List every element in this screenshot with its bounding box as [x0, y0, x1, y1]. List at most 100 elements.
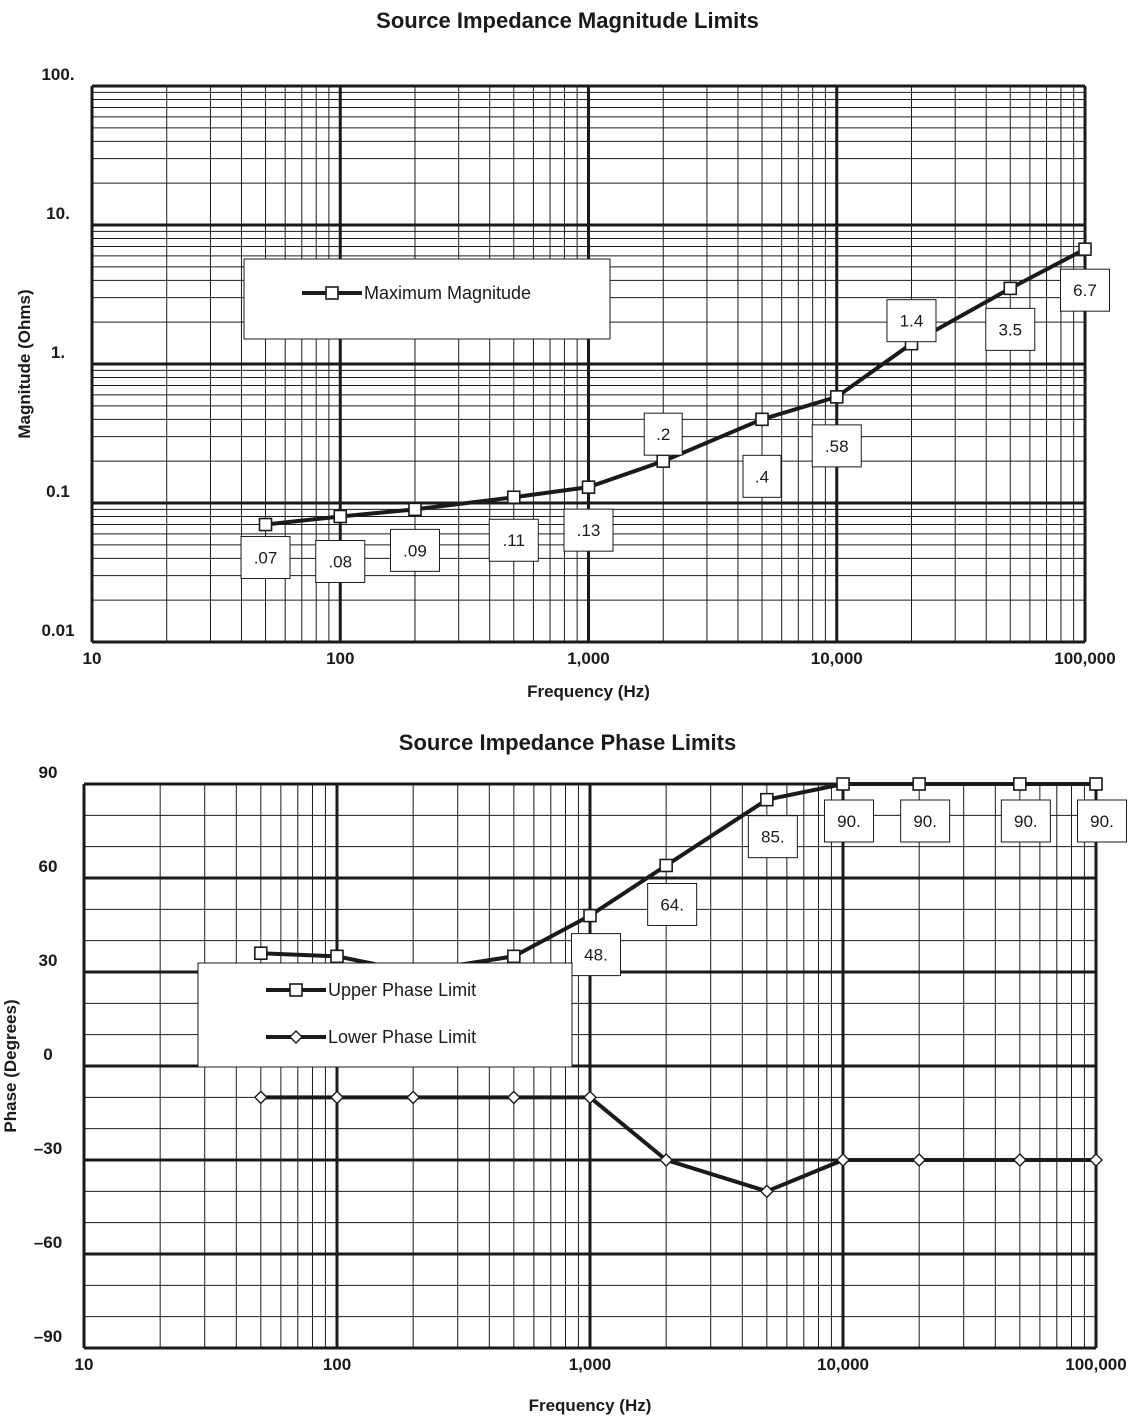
y-axis-title: Magnitude (Ohms) [15, 289, 34, 438]
legend-marker [325, 286, 339, 300]
y-tick-label: 30 [39, 951, 58, 970]
data-point [253, 1090, 268, 1105]
data-label-box [1060, 268, 1110, 312]
data-label-box [886, 299, 937, 343]
y-axis-title: Phase (Degrees) [1, 999, 20, 1132]
data-label-box [315, 539, 366, 583]
data-label: 90. [837, 812, 861, 831]
data-label-box [488, 518, 539, 562]
data-point [406, 1090, 421, 1105]
data-point [506, 490, 521, 505]
data-point [1078, 242, 1092, 256]
data-point [1013, 777, 1027, 791]
data-label-box [747, 815, 798, 859]
data-point [330, 1090, 344, 1105]
data-label-box [1000, 799, 1051, 843]
data-point [1089, 777, 1103, 791]
data-label-box [571, 933, 621, 977]
y-tick-label: 90 [39, 763, 58, 782]
legend-box [197, 962, 573, 1068]
data-label-box [389, 528, 440, 572]
data-label-box [240, 536, 291, 580]
data-label-box [1077, 799, 1127, 843]
data-label: 90. [1014, 812, 1038, 831]
series-line-1 [260, 1095, 1096, 1194]
data-point [330, 949, 344, 964]
y-tick-label: –30 [34, 1139, 62, 1158]
y-tick-label: 10. [46, 204, 70, 223]
legend-marker [289, 1030, 303, 1044]
legend-label: Upper Phase Limit [328, 980, 476, 1000]
phase-chart: 10 100 1,000 10,000 100,000 90 60 30 0 –30 –60 –90 F… [1, 763, 1127, 1415]
data-label: 90. [913, 812, 937, 831]
y-tick-label: 60 [39, 857, 58, 876]
legend-box [243, 258, 611, 340]
data-label-box [900, 799, 951, 843]
data-label-box [563, 508, 614, 552]
data-point [1012, 1153, 1027, 1167]
x-tick-label: 100,000 [1065, 1355, 1126, 1374]
data-label: 1.4 [900, 312, 924, 331]
data-point [829, 390, 844, 404]
y-tick-label: 0.1 [46, 482, 70, 501]
legend-label: Lower Phase Limit [328, 1027, 476, 1047]
data-point [581, 480, 596, 494]
data-label: .07 [254, 549, 278, 568]
x-tick-label: 1,000 [567, 649, 610, 668]
data-point [506, 1090, 521, 1105]
data-label-box [811, 424, 862, 468]
data-label: 64. [660, 895, 684, 914]
data-point [1003, 281, 1018, 296]
x-tick-label: 100 [323, 1355, 351, 1374]
y-tick-label: –60 [34, 1233, 62, 1252]
data-point [912, 1153, 927, 1167]
y-tick-label: –90 [34, 1327, 62, 1346]
x-tick-label: 10,000 [811, 649, 863, 668]
legend-marker [289, 983, 303, 997]
data-label: 90. [1090, 812, 1114, 831]
data-point [659, 858, 673, 873]
data-label-box [647, 882, 698, 926]
y-tick-label: 1. [51, 343, 65, 362]
x-tick-label: 100,000 [1054, 649, 1115, 668]
data-point [254, 946, 268, 960]
data-label: .2 [656, 425, 670, 444]
data-point [836, 777, 850, 791]
data-label: .09 [403, 541, 427, 560]
data-label-box [985, 307, 1036, 351]
data-label-box [643, 412, 683, 456]
data-point [656, 454, 671, 468]
data-label: .11 [503, 531, 525, 550]
data-label: .4 [755, 467, 769, 486]
data-label: 85. [761, 828, 785, 847]
data-point [759, 1184, 774, 1199]
data-point [659, 1153, 674, 1167]
data-point [507, 949, 521, 964]
data-label: 48. [584, 946, 608, 965]
x-tick-label: 10 [83, 649, 102, 668]
data-label: 6.7 [1073, 281, 1097, 300]
x-tick-label: 100 [326, 649, 354, 668]
data-label: .58 [825, 437, 849, 456]
data-point [258, 517, 273, 532]
data-label: .08 [328, 552, 352, 571]
legend-label: Maximum Magnitude [364, 283, 531, 303]
y-tick-label: 0.01 [41, 621, 74, 640]
data-point [912, 777, 926, 791]
data-point [836, 1153, 850, 1167]
x-tick-label: 10,000 [817, 1355, 869, 1374]
x-tick-label: 10 [75, 1355, 94, 1374]
data-label: 3.5 [998, 320, 1022, 339]
x-tick-label: 1,000 [569, 1355, 612, 1374]
x-axis-title: Frequency (Hz) [527, 682, 650, 701]
data-label: .13 [577, 521, 601, 540]
data-point [760, 792, 774, 807]
x-axis-title: Frequency (Hz) [529, 1396, 652, 1415]
data-point [755, 412, 769, 427]
magnitude-chart-title: Source Impedance Magnitude Limits [376, 8, 759, 33]
data-point [583, 908, 597, 923]
data-point [408, 502, 422, 517]
y-tick-label: 0 [43, 1045, 52, 1064]
data-point [583, 1090, 597, 1105]
data-label-box [742, 454, 782, 498]
